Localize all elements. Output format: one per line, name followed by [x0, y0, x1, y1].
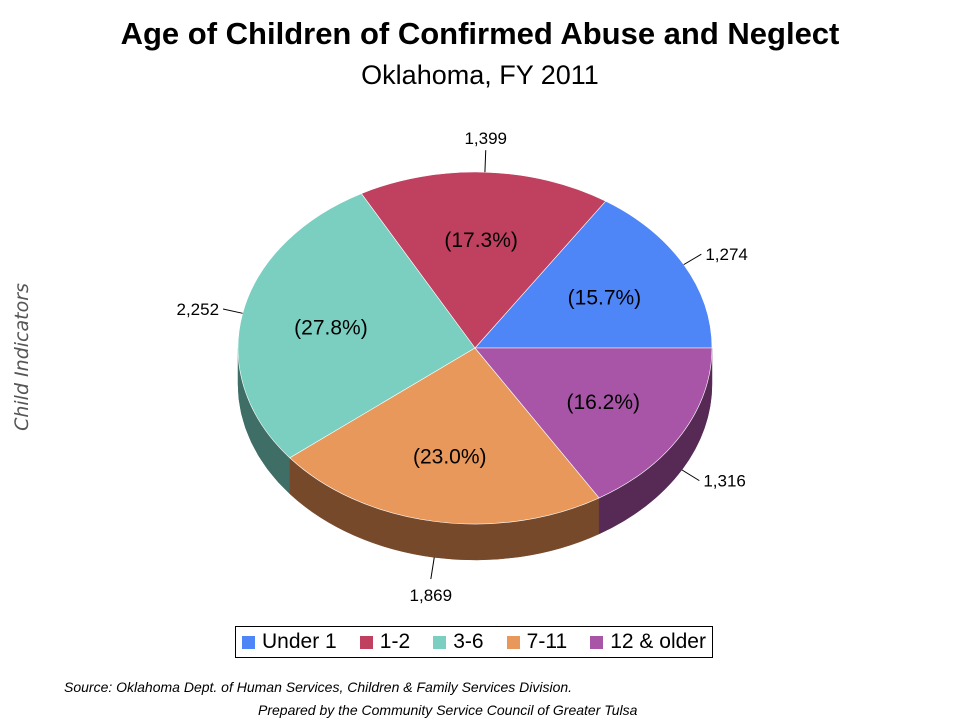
pie-slice: [289, 347, 600, 525]
value-label: 1,399: [464, 129, 507, 148]
legend-label: 3-6: [453, 630, 484, 653]
pie-slice: [360, 171, 607, 349]
leader-line: [484, 150, 487, 173]
pie-slice: [474, 347, 713, 499]
legend-swatch: [506, 635, 520, 649]
prepared-by-note: Prepared by the Community Service Counci…: [258, 702, 638, 718]
percent-label: (16.2%): [566, 391, 640, 414]
chart-legend: Under 1 1-2 3-6 7-11 12 & older: [235, 626, 713, 658]
legend-label: 12 & older: [610, 630, 706, 653]
legend-item: 12 & older: [590, 630, 706, 654]
value-label: 1,316: [703, 472, 746, 491]
legend-swatch: [242, 635, 255, 649]
percent-label: (23.0%): [413, 445, 487, 468]
value-label: 1,869: [410, 586, 453, 605]
leader-line: [683, 253, 702, 266]
percent-label: (17.3%): [444, 229, 518, 252]
legend-swatch: [590, 635, 604, 649]
percent-label: (27.8%): [294, 316, 368, 339]
leader-line: [681, 469, 700, 482]
pie-slice: [474, 200, 713, 349]
percent-label: (15.7%): [568, 286, 642, 309]
legend-label: 7-11: [526, 630, 568, 653]
pie-slice: [237, 193, 476, 459]
legend-label: 1-2: [379, 630, 411, 653]
legend-item: Under 1: [242, 630, 337, 654]
value-label: 2,252: [176, 300, 219, 319]
legend-swatch: [359, 635, 373, 649]
legend-item: 7-11: [506, 630, 568, 654]
leader-line: [222, 308, 243, 314]
legend-item: 1-2: [359, 630, 411, 654]
legend-item: 3-6: [433, 630, 484, 654]
chart-subtitle: Oklahoma, FY 2011: [361, 60, 599, 90]
value-label: 1,274: [705, 245, 748, 264]
chart-title: Age of Children of Confirmed Abuse and N…: [120, 16, 840, 51]
source-note: Source: Oklahoma Dept. of Human Services…: [64, 679, 573, 695]
legend-label: Under 1: [262, 630, 337, 653]
leader-line: [430, 557, 435, 580]
legend-swatch: [433, 635, 447, 649]
